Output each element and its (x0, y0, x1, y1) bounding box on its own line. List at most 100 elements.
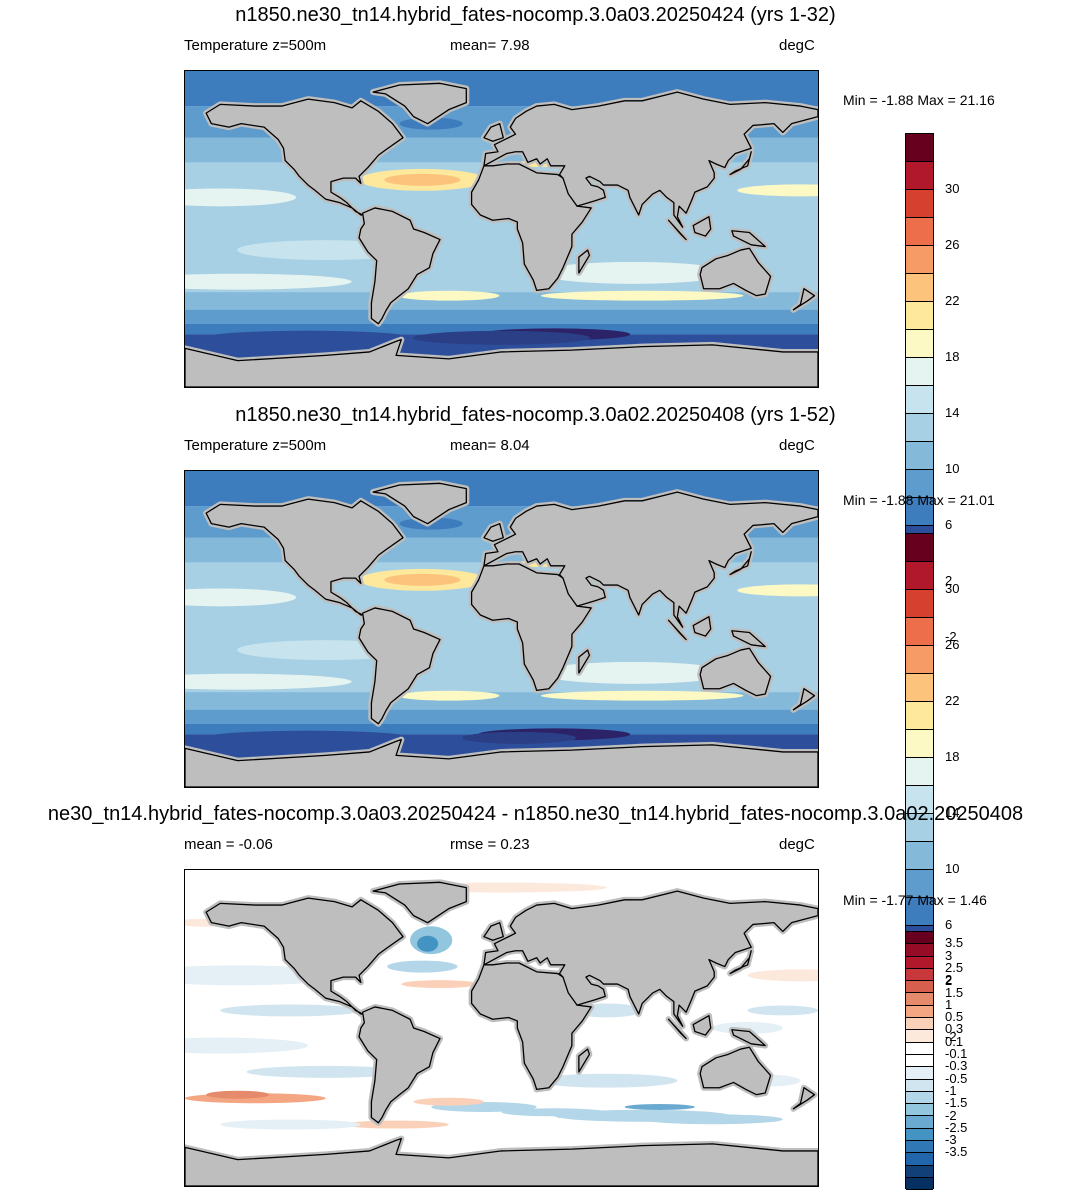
colorbar-label: -2.5 (945, 1119, 968, 1135)
colorbar-swatch (906, 442, 933, 470)
coastline (205, 98, 404, 216)
coastline (792, 288, 816, 311)
coastline (692, 216, 712, 237)
coastline (483, 91, 818, 228)
colorbar-swatch (906, 956, 933, 969)
min-max-label: Min = -1.88 Max = 21.16 (843, 92, 995, 108)
colorbar-swatch (906, 618, 933, 646)
colorbar-swatch (906, 1153, 933, 1166)
colorbar-label: -2 (945, 629, 957, 644)
colorbar-swatch (906, 1030, 933, 1043)
coastline (358, 1006, 441, 1124)
colorbar-swatch (906, 898, 933, 926)
colorbar-swatch (906, 1005, 933, 1019)
colorbar-label: 18 (945, 749, 960, 764)
coastline (483, 523, 504, 542)
min-max-label: Min = -1.88 Max = 21.01 (843, 492, 995, 508)
colorbar-swatch (906, 1128, 933, 1142)
coastline (470, 163, 592, 292)
coastline (185, 738, 818, 787)
colorbar-boxes (905, 931, 934, 1191)
coastline (372, 82, 467, 125)
colorbar-label: 0.3 (945, 1021, 964, 1037)
mean-label: mean= 7.98 (450, 37, 530, 54)
colorbar-label: -3.5 (945, 1144, 968, 1160)
coastline (692, 1015, 712, 1036)
colorbar-label: 3.5 (945, 935, 964, 951)
coastline (483, 890, 818, 1027)
colorbar-swatch (906, 702, 933, 730)
colorbar-swatch (906, 814, 933, 842)
colorbar-swatch (906, 1116, 933, 1129)
variable-label: Temperature z=500m (184, 437, 327, 454)
colorbar-label: 0.1 (945, 1033, 964, 1049)
colorbar-swatch (906, 1177, 933, 1191)
coastline (578, 249, 591, 274)
colorbar-label: -1.5 (945, 1095, 968, 1111)
colorbar-label: 22 (945, 293, 960, 308)
colorbar-swatch (906, 414, 933, 442)
colorbar-swatch (906, 1165, 933, 1178)
colorbar-label: -0.1 (945, 1046, 968, 1061)
colorbar-swatch (906, 1018, 933, 1031)
panel-title: n1850.ne30_tn14.hybrid_fates-nocomp.3.0a… (235, 4, 836, 26)
colorbar-swatch (906, 498, 933, 526)
colorbar-label: 10 (945, 461, 960, 476)
mean-label: mean = -0.06 (184, 836, 273, 853)
colorbar-swatch (906, 302, 933, 330)
colorbar-swatch (906, 1054, 933, 1068)
temperature-map (184, 470, 819, 788)
colorbar-swatch (906, 944, 933, 957)
coastline (372, 881, 467, 924)
colorbar-label: 1.5 (945, 984, 964, 1000)
colorbar-swatch (906, 1042, 933, 1055)
colorbar-swatch (906, 932, 933, 945)
colorbar-label: -2 (945, 1029, 957, 1044)
panel-title: n1850.ne30_tn14.hybrid_fates-nocomp.3.0a… (235, 404, 836, 426)
colorbar-label: 14 (945, 405, 960, 420)
colorbar-label: 6 (945, 917, 953, 932)
coastline (792, 688, 816, 711)
map-canvas (185, 870, 818, 1186)
colorbar-label: 2 (945, 573, 953, 588)
colorbar-swatch (906, 562, 933, 590)
coastline (731, 1029, 766, 1047)
colorbar-label: 18 (945, 349, 960, 364)
colorbar-swatch (906, 330, 933, 358)
colorbar-label: 2 (945, 973, 953, 988)
units-label: degC (779, 437, 815, 454)
colorbar-swatch (906, 1104, 933, 1117)
panel-title: ne30_tn14.hybrid_fates-nocomp.3.0a03.202… (47, 803, 1024, 825)
panel-1: n1850.ne30_tn14.hybrid_fates-nocomp.3.0a… (0, 0, 1071, 644)
coastline (205, 498, 404, 616)
coastline (372, 482, 467, 525)
colorbar-swatch (906, 1067, 933, 1080)
coastline (578, 649, 591, 674)
coastline (205, 897, 404, 1015)
map-canvas (185, 471, 818, 787)
colorbar-label: 26 (945, 637, 960, 652)
colorbar-swatch (906, 274, 933, 302)
coastline (470, 563, 592, 692)
colorbar-label: 2.5 (945, 959, 964, 975)
variable-label: Temperature z=500m (184, 37, 327, 54)
colorbar-label: 2 (945, 972, 953, 988)
colorbar-swatch (906, 674, 933, 702)
map-canvas (185, 71, 818, 387)
colorbar-swatch (906, 730, 933, 758)
difference-map (184, 869, 819, 1187)
colorbar-swatch (906, 786, 933, 814)
coastline (358, 607, 441, 725)
coastline (692, 616, 712, 637)
colorbar-swatch (906, 590, 933, 618)
colorbar-label: 1 (945, 996, 953, 1012)
colorbar-swatch (906, 358, 933, 386)
coastline (792, 1087, 816, 1110)
coastline (185, 338, 818, 387)
colorbar-swatch (906, 968, 933, 982)
coastline (699, 1046, 772, 1096)
colorbar-swatch (906, 758, 933, 786)
coastline (667, 219, 687, 241)
colorbar-label: 3 (945, 947, 953, 963)
coastline (667, 1018, 687, 1040)
